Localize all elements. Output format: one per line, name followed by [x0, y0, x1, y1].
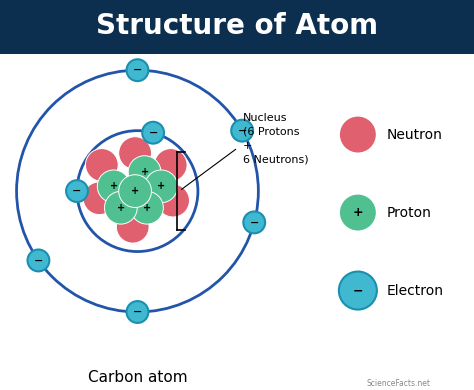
Text: −: −: [237, 126, 247, 136]
Circle shape: [128, 156, 161, 188]
Circle shape: [97, 170, 130, 203]
Circle shape: [27, 250, 49, 271]
Circle shape: [231, 120, 253, 142]
Text: +: +: [117, 203, 125, 213]
Text: +: +: [109, 181, 118, 191]
Text: −: −: [133, 65, 142, 75]
Bar: [0, 0, 474, 54]
Text: +: +: [143, 203, 151, 213]
Circle shape: [155, 149, 187, 181]
Text: −: −: [73, 186, 82, 196]
Circle shape: [339, 193, 377, 232]
Text: Carbon atom: Carbon atom: [88, 370, 187, 385]
Circle shape: [66, 180, 88, 202]
Circle shape: [118, 175, 152, 207]
Circle shape: [127, 59, 148, 81]
Circle shape: [339, 115, 377, 154]
Text: Structure of Atom: Structure of Atom: [96, 12, 378, 40]
Circle shape: [85, 149, 118, 181]
Circle shape: [339, 271, 377, 310]
Text: Electron: Electron: [387, 284, 444, 298]
Text: −: −: [133, 307, 142, 317]
Text: +: +: [131, 186, 139, 196]
Text: −: −: [353, 284, 363, 297]
Text: Proton: Proton: [387, 206, 432, 220]
Circle shape: [83, 182, 116, 214]
Circle shape: [116, 210, 149, 243]
Circle shape: [157, 184, 190, 217]
Text: +: +: [157, 181, 165, 191]
Text: −: −: [249, 217, 259, 227]
Text: −: −: [34, 255, 43, 266]
Circle shape: [127, 301, 148, 323]
Text: +: +: [353, 206, 363, 219]
Text: −: −: [148, 128, 158, 138]
Circle shape: [118, 137, 152, 170]
Circle shape: [130, 191, 164, 224]
Circle shape: [145, 170, 178, 203]
Text: ScienceFacts.net: ScienceFacts.net: [366, 379, 430, 388]
Circle shape: [243, 211, 265, 233]
Text: +: +: [140, 167, 149, 177]
Circle shape: [142, 122, 164, 144]
Circle shape: [104, 191, 137, 224]
Text: Neutron: Neutron: [387, 128, 443, 142]
Text: Nucleus
(6 Protons
+
6 Neutrons): Nucleus (6 Protons + 6 Neutrons): [243, 113, 309, 165]
